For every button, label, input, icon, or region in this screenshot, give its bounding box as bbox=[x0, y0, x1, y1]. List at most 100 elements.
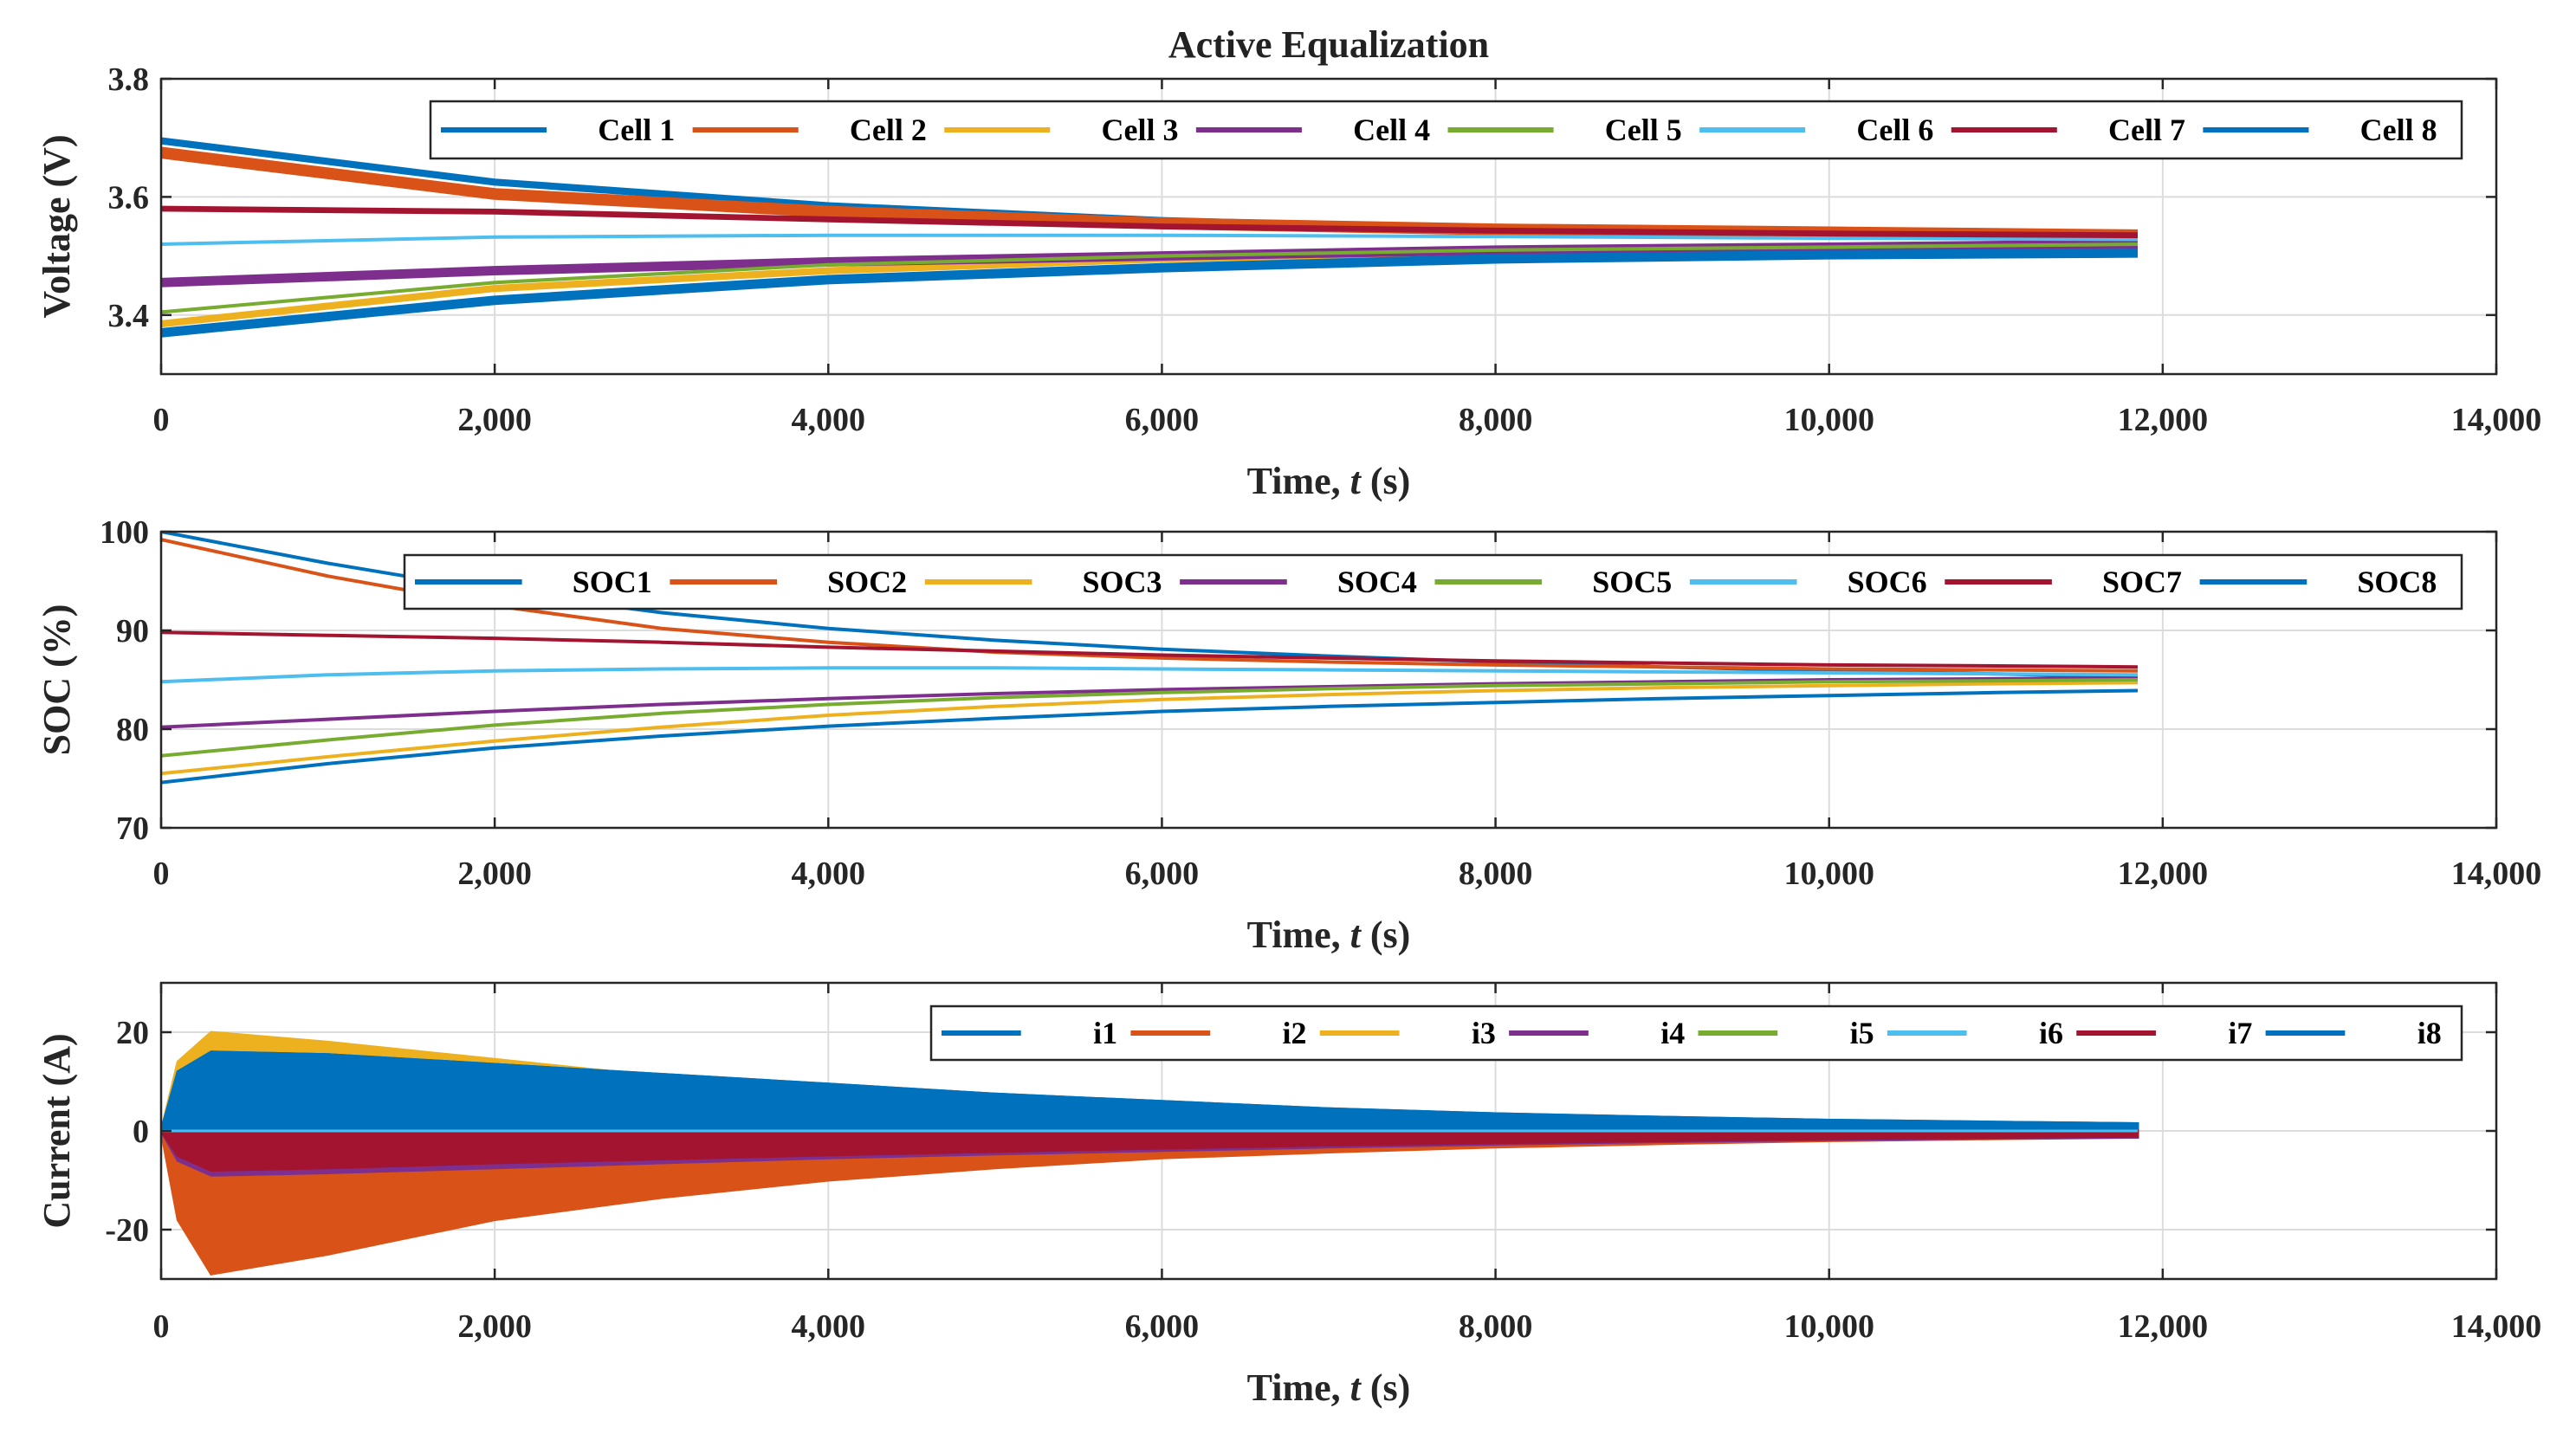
x-tick-label: 14,000 bbox=[2451, 402, 2542, 438]
legend-label: Cell 3 bbox=[1102, 113, 1179, 147]
legend-label: Cell 2 bbox=[850, 113, 927, 147]
x-tick-label: 8,000 bbox=[1459, 1308, 1533, 1345]
legend-label: i6 bbox=[2039, 1016, 2063, 1050]
x-tick-label: 2,000 bbox=[457, 856, 532, 892]
x-tick-label: 6,000 bbox=[1125, 856, 1200, 892]
legend-label: SOC1 bbox=[573, 565, 652, 599]
axes-frame bbox=[159, 530, 2498, 830]
y-axis-label: Voltage (V) bbox=[36, 134, 78, 318]
x-axis-label-unit: (s) bbox=[1361, 460, 1410, 502]
legend-entry-Cell-2: Cell 2 bbox=[692, 113, 927, 147]
legend-label: Cell 8 bbox=[2360, 113, 2437, 147]
legend-entry-i3: i3 bbox=[1319, 1016, 1496, 1050]
axis-ticks: 0 2,000 4,000 6,000 8,000 10,000 12,000 14,000 7… bbox=[100, 514, 2541, 892]
y-axis-label: Current (A) bbox=[36, 1033, 78, 1228]
y-tick-label: 80 bbox=[116, 712, 149, 748]
x-tick-label: 8,000 bbox=[1459, 402, 1533, 438]
legend-entry-i4: i4 bbox=[1509, 1016, 1685, 1050]
series-line-SOC5 bbox=[161, 678, 2139, 758]
series-line-SOC8 bbox=[161, 688, 2139, 785]
y-tick-label: -20 bbox=[105, 1212, 149, 1249]
x-tick-label: 6,000 bbox=[1125, 402, 1200, 438]
series-band-i8 bbox=[161, 1050, 2139, 1133]
series-line-Cell-7 bbox=[161, 205, 2139, 239]
x-tick-label: 2,000 bbox=[457, 402, 532, 438]
y-tick-label: 0 bbox=[133, 1114, 149, 1150]
x-tick-label: 14,000 bbox=[2451, 856, 2542, 892]
legend-entry-Cell-3: Cell 3 bbox=[944, 113, 1179, 147]
legend: i1 i2 i3 i4 i5 i6 i7 i8 bbox=[929, 1004, 2463, 1062]
legend-label: SOC8 bbox=[2357, 565, 2437, 599]
x-tick-label: 0 bbox=[153, 1308, 170, 1345]
legend-entry-SOC5: SOC5 bbox=[1434, 565, 1672, 599]
legend-entry-SOC2: SOC2 bbox=[670, 565, 907, 599]
legend-entry-SOC8: SOC8 bbox=[2199, 565, 2437, 599]
x-axis-label: Time, t (s) bbox=[1247, 914, 1411, 956]
x-axis-label-text: Time, bbox=[1247, 1366, 1350, 1409]
series-line-SOC3 bbox=[161, 681, 2139, 776]
grid bbox=[161, 532, 2496, 828]
legend-entry-SOC6: SOC6 bbox=[1689, 565, 1927, 599]
x-tick-label: 10,000 bbox=[1783, 402, 1874, 438]
x-tick-label: 0 bbox=[153, 402, 170, 438]
x-tick-label: 8,000 bbox=[1459, 856, 1533, 892]
y-tick-label: 70 bbox=[116, 811, 149, 847]
subplot-2: 0 2,000 4,000 6,000 8,000 10,000 12,000 14,000 7… bbox=[36, 514, 2541, 956]
legend-label: SOC4 bbox=[1337, 565, 1417, 599]
x-tick-label: 12,000 bbox=[2118, 402, 2209, 438]
x-tick-label: 12,000 bbox=[2118, 856, 2209, 892]
y-tick-label: 20 bbox=[116, 1015, 149, 1051]
x-tick-label: 4,000 bbox=[792, 856, 866, 892]
x-tick-label: 10,000 bbox=[1783, 856, 1874, 892]
legend-label: i1 bbox=[1093, 1016, 1117, 1050]
y-tick-label: 3.4 bbox=[108, 298, 150, 334]
legend-label: Cell 4 bbox=[1353, 113, 1430, 147]
x-axis-label-unit: (s) bbox=[1361, 1366, 1410, 1409]
subplots: 0 2,000 4,000 6,000 8,000 10,000 12,000 14,000 3… bbox=[36, 61, 2541, 1409]
legend-label: i5 bbox=[1850, 1016, 1874, 1050]
legend: Cell 1 Cell 2 Cell 3 Cell 4 Cell 5 Cell 6 Cell… bbox=[429, 100, 2463, 160]
legend-entry-SOC1: SOC1 bbox=[415, 565, 652, 599]
legend-entry-i5: i5 bbox=[1698, 1016, 1874, 1050]
legend-label: i3 bbox=[1472, 1016, 1496, 1050]
legend-entry-SOC4: SOC4 bbox=[1180, 565, 1417, 599]
legend-entry-i6: i6 bbox=[1887, 1016, 2063, 1050]
y-tick-label: 3.8 bbox=[108, 61, 150, 98]
x-axis-label: Time, t (s) bbox=[1247, 460, 1411, 502]
chart-title: Active Equalization bbox=[1168, 23, 1489, 66]
x-tick-label: 6,000 bbox=[1125, 1308, 1200, 1345]
x-axis-label: Time, t (s) bbox=[1247, 1366, 1411, 1409]
legend-label: SOC2 bbox=[827, 565, 907, 599]
legend-entry-i2: i2 bbox=[1130, 1016, 1306, 1050]
legend-entry-Cell-4: Cell 4 bbox=[1195, 113, 1430, 147]
x-axis-label-var: t bbox=[1350, 460, 1362, 502]
x-tick-label: 12,000 bbox=[2118, 1308, 2209, 1345]
legend-entry-SOC3: SOC3 bbox=[924, 565, 1162, 599]
axes-frame bbox=[159, 77, 2498, 376]
legend-label: i7 bbox=[2228, 1016, 2252, 1050]
series-line-Cell-2 bbox=[161, 146, 2139, 242]
legend-entry-i8: i8 bbox=[2265, 1016, 2442, 1050]
series-line-Cell-6 bbox=[161, 233, 2139, 246]
legend-entry-Cell-7: Cell 7 bbox=[1951, 113, 2185, 147]
series-line-Cell-4 bbox=[161, 239, 2139, 287]
legend-label: SOC6 bbox=[1848, 565, 1927, 599]
x-axis-label-var: t bbox=[1350, 1366, 1362, 1409]
x-tick-label: 0 bbox=[153, 856, 170, 892]
legend-label: SOC5 bbox=[1592, 565, 1672, 599]
legend-label: SOC7 bbox=[2102, 565, 2182, 599]
x-tick-label: 4,000 bbox=[792, 1308, 866, 1345]
legend-label: i2 bbox=[1282, 1016, 1306, 1050]
series-line-SOC6 bbox=[161, 666, 2139, 684]
legend-entry-Cell-6: Cell 6 bbox=[1699, 113, 1933, 147]
legend: SOC1 SOC2 SOC3 SOC4 SOC5 SOC6 SOC7 SOC8 bbox=[403, 553, 2463, 610]
y-tick-label: 3.6 bbox=[108, 179, 150, 216]
x-tick-label: 4,000 bbox=[792, 402, 866, 438]
legend-entry-SOC7: SOC7 bbox=[1945, 565, 2182, 599]
legend-label: Cell 7 bbox=[2108, 113, 2185, 147]
x-tick-label: 10,000 bbox=[1783, 1308, 1874, 1345]
series-line-SOC7 bbox=[161, 630, 2139, 669]
series-line-Cell-8 bbox=[161, 248, 2139, 338]
axis-ticks: 0 2,000 4,000 6,000 8,000 10,000 12,000 14,000 -… bbox=[105, 983, 2541, 1345]
